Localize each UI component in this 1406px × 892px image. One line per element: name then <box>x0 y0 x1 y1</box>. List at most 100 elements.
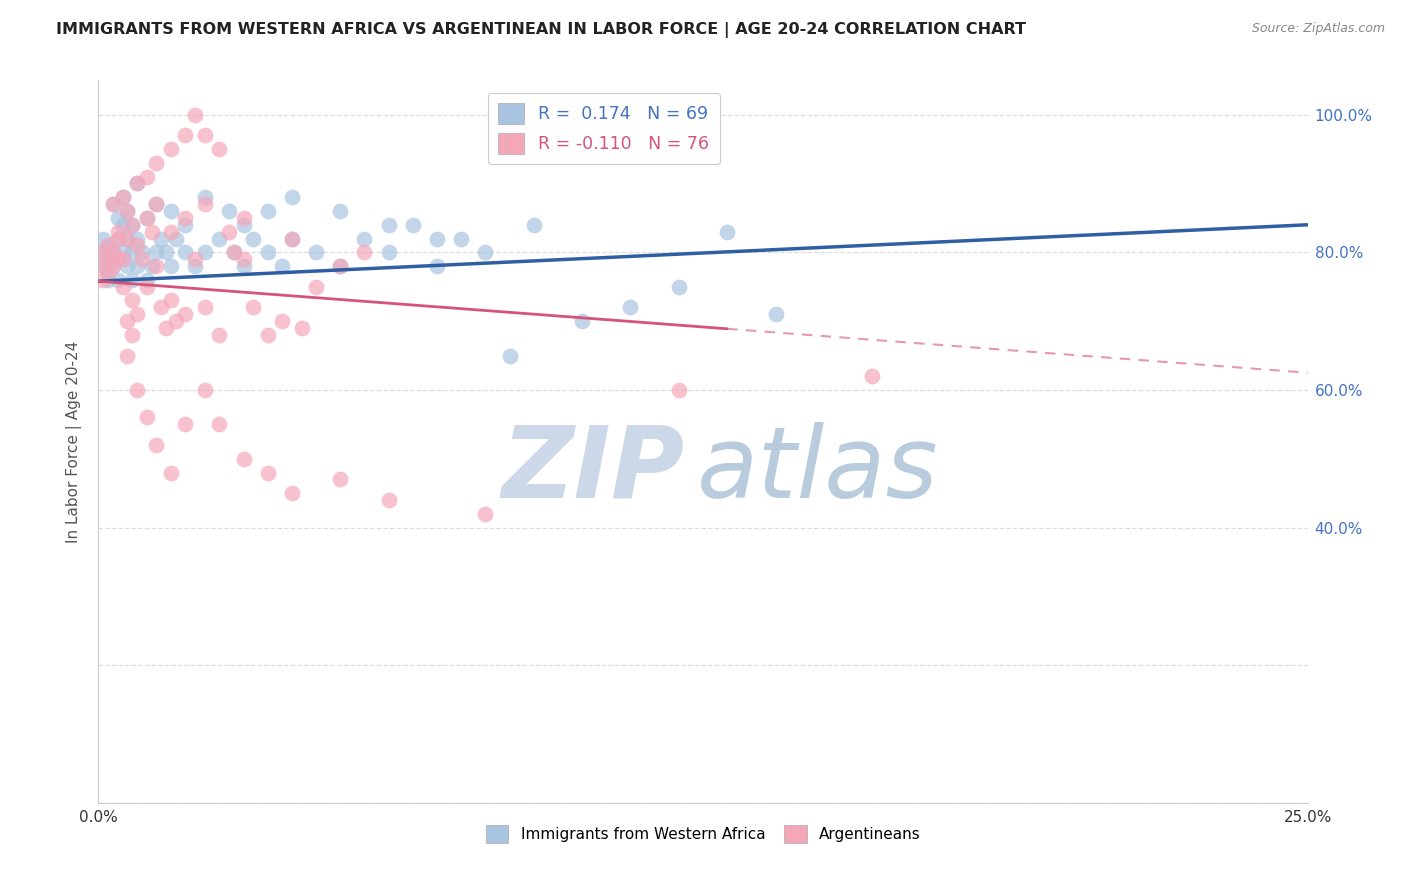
Point <box>426 259 449 273</box>
Point <box>107 225 129 239</box>
Point <box>232 451 254 466</box>
Point <box>218 225 240 239</box>
Point <box>91 245 114 260</box>
Point <box>242 301 264 315</box>
Point <box>155 321 177 335</box>
Point <box>256 204 278 219</box>
Point <box>145 259 167 273</box>
Point <box>523 218 546 232</box>
Point <box>290 321 312 335</box>
Point <box>160 466 183 480</box>
Point <box>127 177 149 191</box>
Point <box>571 314 593 328</box>
Point <box>91 273 114 287</box>
Point <box>860 369 883 384</box>
Point <box>271 259 294 273</box>
Point <box>174 245 197 260</box>
Point <box>97 238 120 252</box>
Point <box>222 245 245 260</box>
Point <box>107 211 129 225</box>
Point <box>174 218 197 232</box>
Point <box>377 218 399 232</box>
Point <box>353 231 375 245</box>
Point <box>208 231 231 245</box>
Point <box>402 218 425 232</box>
Point <box>117 204 139 219</box>
Point <box>329 204 352 219</box>
Point <box>117 231 139 245</box>
Point <box>145 156 167 170</box>
Point <box>117 314 139 328</box>
Point <box>281 231 304 245</box>
Point <box>127 238 149 252</box>
Point <box>208 327 231 342</box>
Point <box>160 259 183 273</box>
Point <box>97 252 120 267</box>
Point <box>101 259 124 273</box>
Point <box>121 218 143 232</box>
Point <box>194 301 217 315</box>
Point <box>184 252 207 267</box>
Point <box>135 410 157 425</box>
Point <box>160 225 183 239</box>
Point <box>232 218 254 232</box>
Point <box>232 252 254 267</box>
Point <box>232 259 254 273</box>
Point <box>160 142 183 156</box>
Point <box>107 231 129 245</box>
Point <box>329 259 352 273</box>
Point <box>174 128 197 143</box>
Point <box>765 307 787 321</box>
Point <box>91 231 114 245</box>
Point <box>474 507 496 521</box>
Point <box>91 245 114 260</box>
Point <box>111 279 134 293</box>
Point <box>174 307 197 321</box>
Text: atlas: atlas <box>697 422 939 519</box>
Point <box>97 252 120 267</box>
Point <box>232 211 254 225</box>
Point <box>208 142 231 156</box>
Point <box>111 252 134 267</box>
Point <box>329 472 352 486</box>
Point <box>150 231 173 245</box>
Point <box>155 245 177 260</box>
Point <box>377 245 399 260</box>
Point <box>121 245 143 260</box>
Point <box>135 169 157 184</box>
Point <box>117 231 139 245</box>
Point <box>668 383 690 397</box>
Point <box>256 245 278 260</box>
Point <box>127 231 149 245</box>
Y-axis label: In Labor Force | Age 20-24: In Labor Force | Age 20-24 <box>66 341 83 542</box>
Point <box>256 327 278 342</box>
Point <box>91 259 114 273</box>
Point <box>353 245 375 260</box>
Point <box>101 259 124 273</box>
Point <box>101 245 124 260</box>
Point <box>194 245 217 260</box>
Point <box>716 225 738 239</box>
Point <box>131 245 153 260</box>
Point <box>174 417 197 432</box>
Point <box>141 225 163 239</box>
Point <box>329 259 352 273</box>
Point <box>97 238 120 252</box>
Point <box>121 273 143 287</box>
Point <box>668 279 690 293</box>
Point <box>117 349 139 363</box>
Point <box>160 293 183 308</box>
Point <box>145 197 167 211</box>
Point <box>165 231 187 245</box>
Legend: Immigrants from Western Africa, Argentineans: Immigrants from Western Africa, Argentin… <box>479 819 927 849</box>
Point <box>194 128 217 143</box>
Point <box>426 231 449 245</box>
Point <box>135 279 157 293</box>
Point <box>208 417 231 432</box>
Point <box>145 197 167 211</box>
Point <box>107 231 129 245</box>
Point <box>101 197 124 211</box>
Point <box>127 383 149 397</box>
Point <box>184 108 207 122</box>
Point <box>305 245 328 260</box>
